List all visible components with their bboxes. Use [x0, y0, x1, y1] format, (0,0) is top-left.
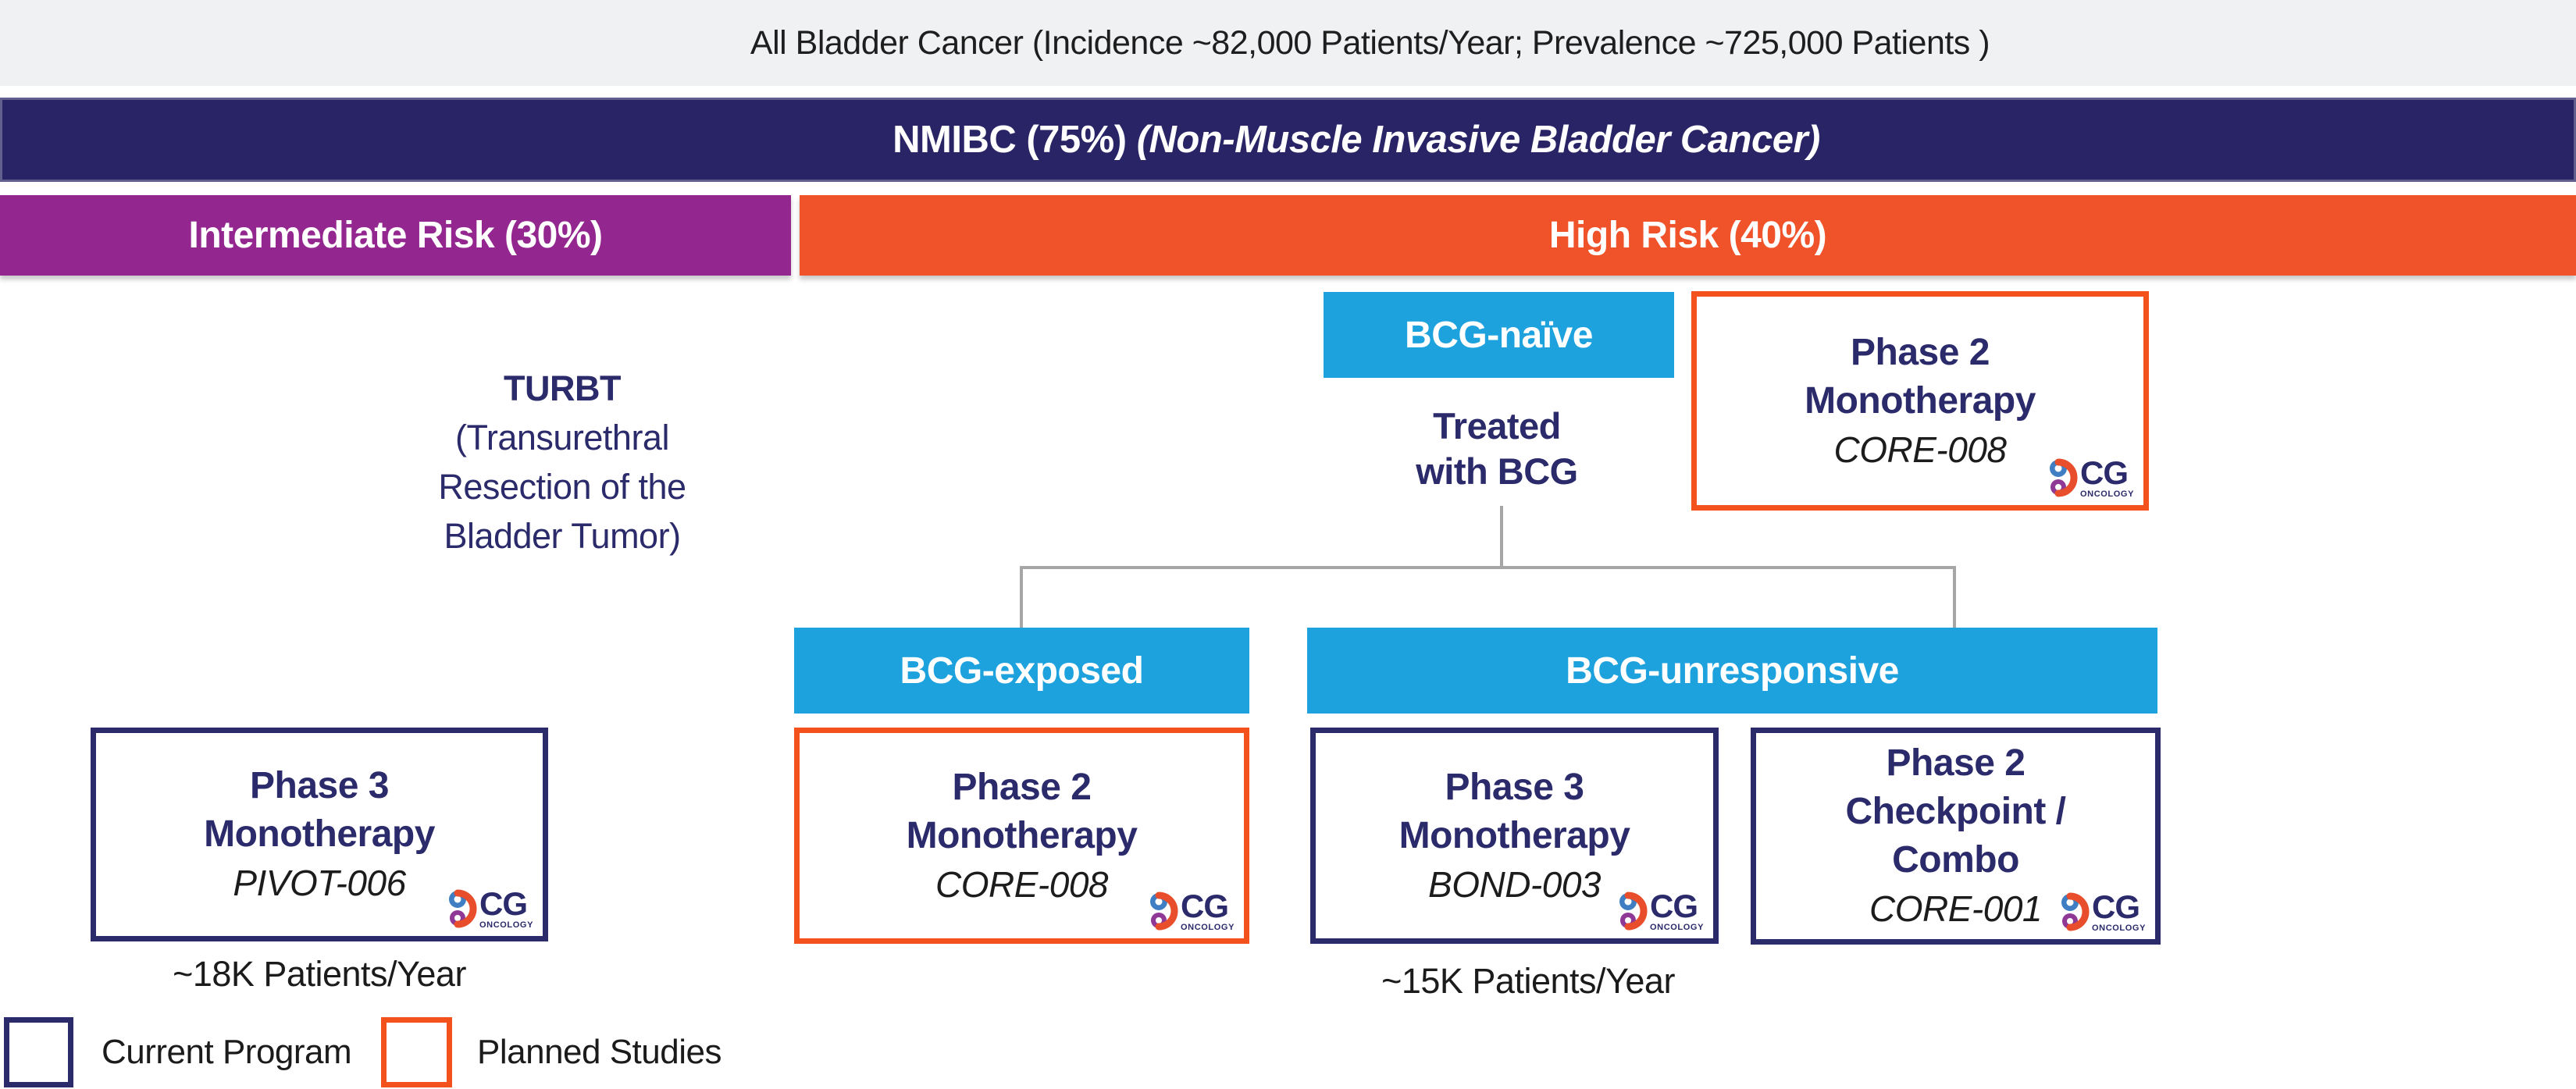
- core008-exposed-study: CORE-008: [935, 863, 1108, 905]
- core001-phase: Phase 2: [1886, 742, 2026, 784]
- pivot006-box: Phase 3 Monotherapy PIVOT-006 CG ONCOLOG…: [91, 728, 548, 941]
- high-risk-bar: High Risk (40%): [800, 195, 2576, 276]
- turbt-line4: Bladder Tumor): [444, 516, 681, 556]
- turbt-title: TURBT: [504, 368, 621, 408]
- all-bladder-cancer-title: All Bladder Cancer (Incidence ~82,000 Pa…: [750, 23, 1990, 62]
- core008-exposed-phase: Phase 2: [952, 766, 1092, 808]
- logo-cg-text: CG: [479, 885, 528, 923]
- bcg-exposed-node: BCG-exposed: [794, 628, 1249, 714]
- pivot006-type: Monotherapy: [204, 813, 435, 855]
- bcg-exposed-label: BCG-exposed: [900, 649, 1144, 692]
- nmibc-label-italic: (Non-Muscle Invasive Bladder Cancer): [1136, 119, 1821, 161]
- logo-oncology-text: ONCOLOGY: [1650, 923, 1704, 932]
- cg-oncology-logo: CG ONCOLOGY: [2061, 891, 2146, 933]
- core001-box: Phase 2 Checkpoint / Combo CORE-001 CG O…: [1751, 728, 2161, 945]
- connector-vertical-left: [1020, 566, 1023, 629]
- logo-oncology-text: ONCOLOGY: [2080, 489, 2134, 499]
- bond003-type: Monotherapy: [1398, 814, 1630, 856]
- unresponsive-patients-stat: ~15K Patients/Year: [1381, 961, 1675, 1001]
- core008-naive-box: Phase 2 Monotherapy CORE-008 CG ONCOLOGY: [1691, 291, 2149, 511]
- pivot006-phase: Phase 3: [250, 765, 389, 806]
- bcg-naive-label: BCG-naïve: [1405, 314, 1593, 356]
- connector-vertical-top: [1500, 506, 1503, 567]
- turbt-line2: (Transurethral: [455, 418, 669, 457]
- logo-oncology-text: ONCOLOGY: [479, 920, 533, 930]
- intermediate-patients-stat: ~18K Patients/Year: [173, 954, 466, 994]
- treated-with-bcg-text: Treated with BCG: [1321, 404, 1673, 494]
- logo-oncology-text: ONCOLOGY: [1181, 923, 1235, 932]
- logo-cg-text: CG: [1650, 888, 1698, 925]
- logo-cg-text: CG: [1181, 888, 1229, 925]
- core008-naive-type: Monotherapy: [1805, 379, 2036, 422]
- core001-study: CORE-001: [1869, 888, 2042, 929]
- bcg-unresponsive-node: BCG-unresponsive: [1307, 628, 2157, 714]
- pivot006-study: PIVOT-006: [233, 863, 406, 903]
- turbt-line3: Resection of the: [438, 467, 686, 507]
- legend-current-program-label: Current Program: [102, 1033, 352, 1071]
- all-bladder-cancer-bar: All Bladder Cancer (Incidence ~82,000 Pa…: [0, 0, 2576, 86]
- legend-current-program-swatch: [4, 1017, 73, 1087]
- high-risk-label: High Risk (40%): [1548, 215, 1827, 256]
- logo-cg-text: CG: [2092, 888, 2140, 926]
- core008-naive-study: CORE-008: [1833, 429, 2007, 470]
- nmibc-bar: NMIBC (75%) (Non-Muscle Invasive Bladder…: [0, 98, 2576, 182]
- cg-oncology-logo: CG ONCOLOGY: [1149, 890, 1235, 932]
- logo-oncology-text: ONCOLOGY: [2092, 924, 2146, 933]
- logo-cg-text: CG: [2080, 454, 2129, 492]
- bond003-phase: Phase 3: [1445, 766, 1584, 808]
- core001-type2: Combo: [1892, 839, 2019, 881]
- cg-oncology-logo: CG ONCOLOGY: [2049, 457, 2134, 499]
- cg-oncology-logo: CG ONCOLOGY: [1619, 890, 1704, 932]
- bond003-study: BOND-003: [1428, 863, 1601, 905]
- cg-oncology-logo: CG ONCOLOGY: [448, 888, 533, 930]
- core001-type1: Checkpoint /: [1845, 791, 2066, 832]
- core008-exposed-type: Monotherapy: [906, 814, 1138, 856]
- intermediate-risk-label: Intermediate Risk (30%): [188, 215, 603, 256]
- bcg-unresponsive-label: BCG-unresponsive: [1566, 649, 1899, 692]
- nmibc-label: NMIBC (75%): [893, 119, 1127, 161]
- connector-horizontal: [1020, 566, 1956, 569]
- core008-exposed-box: Phase 2 Monotherapy CORE-008 CG ONCOLOGY: [794, 728, 1249, 944]
- connector-vertical-right: [1953, 566, 1956, 629]
- bond003-box: Phase 3 Monotherapy BOND-003 CG ONCOLOGY: [1310, 728, 1719, 944]
- turbt-text-block: TURBT (Transurethral Resection of the Bl…: [293, 364, 832, 561]
- legend-planned-studies-label: Planned Studies: [477, 1033, 721, 1071]
- core008-naive-phase: Phase 2: [1851, 331, 1990, 373]
- treated-line2: with BCG: [1416, 450, 1578, 492]
- intermediate-risk-bar: Intermediate Risk (30%): [0, 195, 791, 276]
- bcg-naive-node: BCG-naïve: [1324, 292, 1674, 378]
- treated-line1: Treated: [1433, 405, 1561, 447]
- legend-planned-studies-swatch: [381, 1017, 452, 1087]
